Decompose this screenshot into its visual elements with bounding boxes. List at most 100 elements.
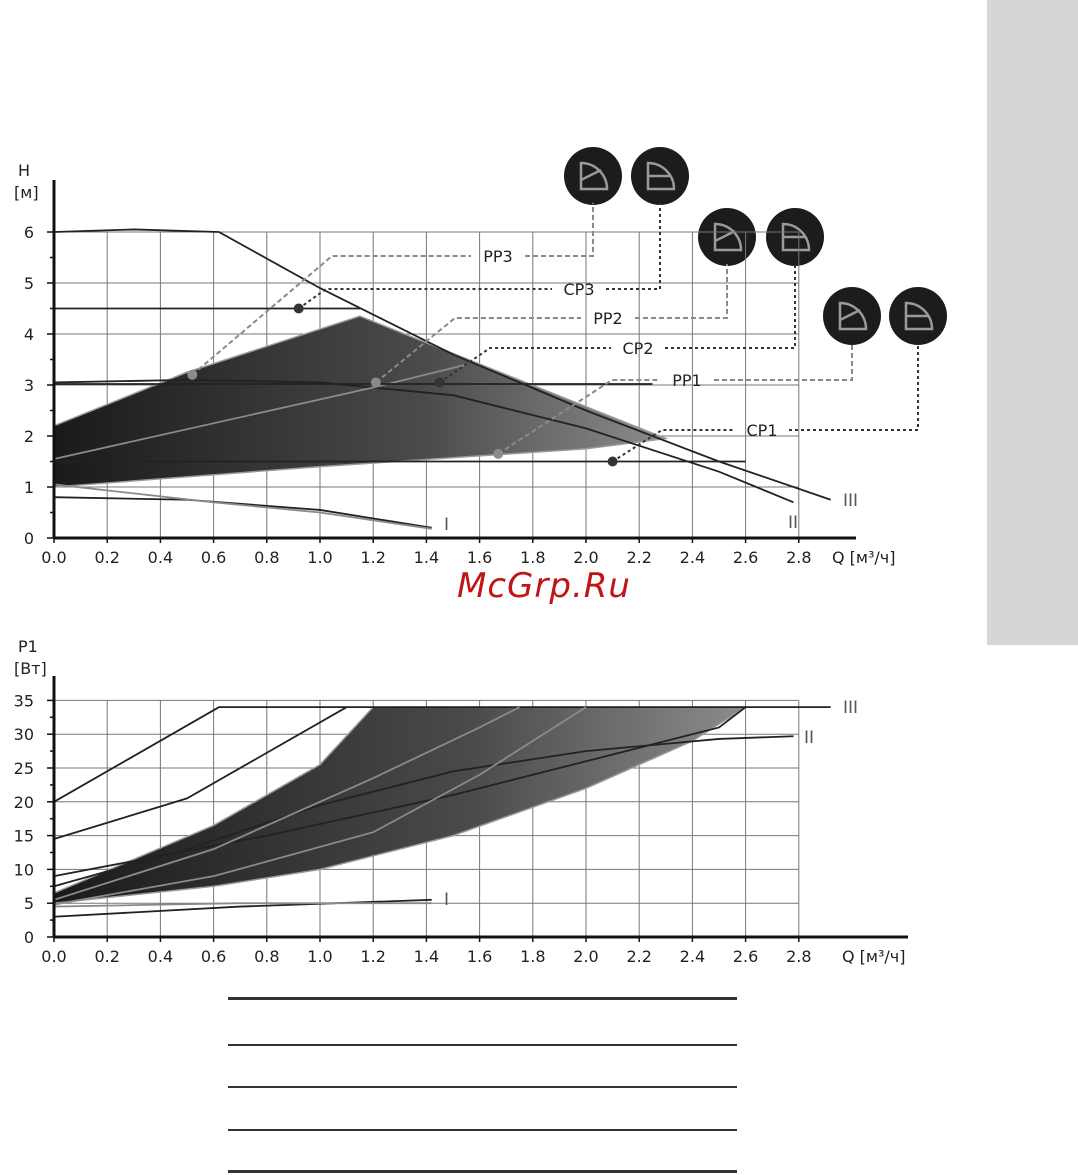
icon-disc [823, 287, 881, 345]
side-tab [987, 0, 1078, 645]
x-tick-label: 2.2 [626, 548, 651, 567]
y-tick-label: 5 [24, 274, 34, 293]
icon-slope [580, 168, 602, 182]
curve [53, 902, 432, 908]
marker-PP2 [370, 377, 381, 388]
x-tick-label: 0.4 [148, 947, 173, 966]
icon-disc [564, 147, 622, 205]
icon-quarter [579, 161, 609, 191]
proportional-pressure-icon [564, 147, 622, 205]
icon-quarter [713, 222, 743, 252]
table-rule [228, 1086, 737, 1088]
y-tick-label: 4 [24, 325, 34, 344]
x-tick-label: 2.6 [733, 548, 758, 567]
y-tick-label: 0 [24, 529, 34, 548]
y-tick-label: 30 [14, 725, 34, 744]
x-tick-label: 0.2 [94, 947, 119, 966]
marker-PP3 [187, 369, 198, 380]
y-tick-label: 2 [24, 427, 34, 446]
table-rule [228, 1044, 737, 1046]
icon-disc [698, 208, 756, 266]
x-tick-label: 1.4 [414, 548, 439, 567]
constant-pressure-icon [766, 208, 824, 266]
y-tick-label: 35 [14, 691, 34, 710]
x-tick-label: 1.6 [467, 548, 492, 567]
x-tick-label: 1.6 [467, 947, 492, 966]
curve [53, 363, 467, 460]
curve [53, 706, 747, 878]
x-tick-label: 2.4 [680, 947, 705, 966]
constant-pressure-icon [889, 287, 947, 345]
leader-CP1-icon [789, 343, 919, 431]
y-tick-label: 10 [14, 860, 34, 879]
icon-slope [714, 229, 736, 243]
mode-label-CP1: CP1 [747, 421, 778, 440]
x-tick-label: 2.8 [786, 947, 811, 966]
icon-quarter [646, 161, 676, 191]
curve-III [53, 228, 832, 501]
y-axis-unit: [м] [14, 183, 39, 202]
mode-label-CP3: CP3 [564, 280, 595, 299]
x-tick-label: 1.8 [520, 947, 545, 966]
proportional-pressure-icon [698, 208, 756, 266]
curve [53, 483, 432, 530]
x-tick-label: 1.0 [307, 947, 332, 966]
x-axis-title: Q [м³/ч] [832, 548, 896, 567]
x-tick-label: 2.4 [680, 548, 705, 567]
y-tick-label: 5 [24, 894, 34, 913]
mode-label-CP2: CP2 [623, 339, 654, 358]
x-tick-label: 0.8 [254, 548, 279, 567]
curve-I [53, 496, 432, 529]
y-tick-label: 1 [24, 478, 34, 497]
y-tick-label: 0 [24, 928, 34, 947]
y-axis-title: P1 [18, 637, 38, 656]
x-tick-label: 0.6 [201, 548, 226, 567]
curve-label-III: III [843, 698, 858, 718]
icon-slope [839, 308, 861, 322]
icon-quarter [838, 301, 868, 331]
constant-pressure-icon [631, 147, 689, 205]
x-tick-label: 0.6 [201, 947, 226, 966]
curve-II [53, 735, 794, 888]
x-tick-label: 2.2 [626, 947, 651, 966]
curve-label-I: I [444, 515, 449, 535]
y-tick-label: 15 [14, 827, 34, 846]
leader-PP3 [191, 255, 471, 376]
icon-quarter [904, 301, 934, 331]
x-tick-label: 1.2 [360, 548, 385, 567]
leader-PP1-icon [714, 343, 853, 381]
y-axis-unit: [Вт] [14, 659, 47, 678]
mode-label-PP1: PP1 [672, 371, 701, 390]
watermark: McGrp.Ru [457, 566, 631, 606]
curve-label-I: I [444, 890, 449, 910]
x-tick-label: 0.4 [148, 548, 173, 567]
leader-CP2-icon [665, 264, 796, 349]
mode-label-PP3: PP3 [483, 247, 512, 266]
x-axis-title: Q [м³/ч] [842, 947, 906, 966]
x-tick-label: 2.0 [573, 947, 598, 966]
marker-CP3 [293, 303, 304, 314]
x-tick-label: 2.0 [573, 548, 598, 567]
x-tick-label: 2.6 [733, 947, 758, 966]
leader-CP3-icon [606, 203, 661, 290]
curve-label-III: III [843, 491, 858, 511]
curve [53, 706, 348, 840]
marker-CP2 [434, 377, 445, 388]
x-tick-label: 1.8 [520, 548, 545, 567]
curve-III [53, 706, 831, 803]
leader-PP2 [375, 317, 581, 384]
table-rule [228, 1170, 737, 1173]
x-tick-label: 0.0 [41, 947, 66, 966]
curve [53, 706, 520, 901]
x-tick-label: 2.8 [786, 548, 811, 567]
curve-II [53, 378, 794, 504]
x-tick-label: 0.2 [94, 548, 119, 567]
y-tick-label: 6 [24, 223, 34, 242]
x-tick-label: 1.2 [360, 947, 385, 966]
curve-label-II: II [804, 728, 814, 748]
x-tick-label: 1.0 [307, 548, 332, 567]
curve [53, 706, 587, 906]
leader-CP2 [439, 347, 611, 384]
